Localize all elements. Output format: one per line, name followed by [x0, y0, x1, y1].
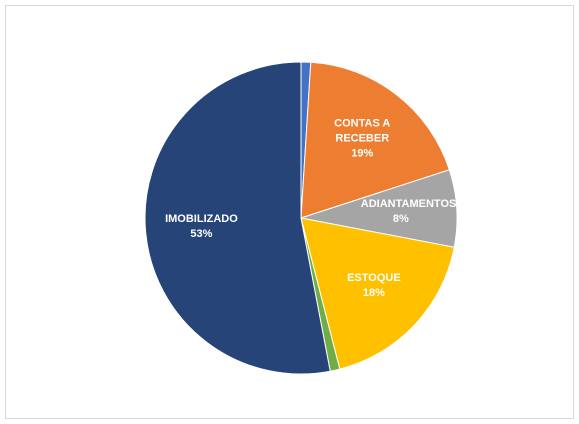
- slice-value: 18%: [362, 287, 385, 300]
- pie-slice: [300, 217, 455, 370]
- chart-frame: CONTAS A RECEBER 19% ADIANTAMENTOS 8% ESTOQU…: [5, 5, 574, 419]
- slice-value: 19%: [351, 147, 374, 160]
- slice-category: CONTAS A RECEBER: [334, 117, 391, 145]
- slice-value: 8%: [392, 212, 409, 225]
- slice-category: ADIANTAMENTOS: [360, 197, 457, 210]
- slice-label: CONTAS A RECEBER 19%: [322, 116, 402, 161]
- slice-category: IMOBILIZADO: [165, 213, 238, 226]
- pie-slice: [144, 61, 331, 375]
- chart: [144, 61, 458, 375]
- pie-slice: [300, 61, 450, 219]
- slice-value: 53%: [190, 228, 213, 241]
- slice-label: ESTOQUE 18%: [347, 271, 401, 301]
- slice-label: ADIANTAMENTOS 8%: [360, 197, 457, 227]
- slice-label: IMOBILIZADO 53%: [165, 212, 238, 242]
- slice-category: ESTOQUE: [347, 272, 401, 285]
